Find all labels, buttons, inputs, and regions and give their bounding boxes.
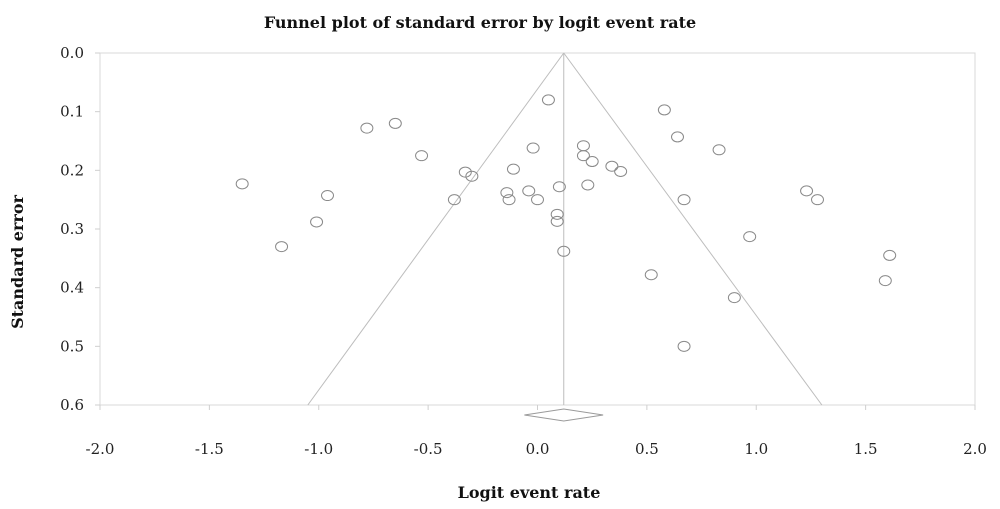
study-point: [235, 178, 249, 190]
study-point: [388, 117, 402, 129]
y-tick-labels: 0.0 0.1 0.2 0.3 0.4 0.5 0.6: [60, 44, 84, 414]
study-point: [677, 194, 691, 206]
y-tick-label: 0.4: [60, 279, 84, 297]
x-axis-label: Logit event rate: [458, 483, 601, 502]
study-point: [526, 142, 540, 154]
study-point: [811, 194, 824, 206]
y-tick-label: 0.1: [60, 103, 84, 121]
study-point: [465, 170, 479, 182]
x-tick-label: 2.0: [963, 440, 987, 458]
study-point: [677, 340, 691, 352]
y-tick-label: 0.5: [60, 337, 84, 355]
study-point: [275, 241, 289, 253]
funnel-right-limit: [563, 52, 823, 406]
study-point: [878, 275, 892, 287]
study-point: [800, 185, 814, 197]
study-point: [500, 187, 514, 199]
study-point: [506, 163, 520, 175]
study-point: [550, 208, 564, 220]
x-tick-label: -1.5: [195, 440, 224, 458]
study-point: [605, 160, 619, 172]
x-tick-label: 1.5: [854, 440, 878, 458]
y-tick-label: 0.3: [60, 220, 84, 238]
study-point: [614, 166, 628, 178]
y-axis-label: Standard error: [8, 195, 27, 329]
study-point: [541, 94, 555, 106]
study-point: [727, 292, 741, 304]
tick-marks: [95, 52, 976, 410]
y-tick-label: 0.6: [60, 396, 84, 414]
study-point: [883, 249, 897, 261]
pooled-diamond: [524, 408, 604, 422]
study-point: [671, 131, 684, 143]
study-point: [552, 181, 566, 193]
study-point: [557, 245, 571, 257]
pooled-diamond-shape: [524, 408, 604, 422]
study-point: [576, 140, 590, 152]
study-point: [531, 194, 544, 206]
study-point: [522, 185, 536, 197]
x-tick-label: -2.0: [86, 440, 115, 458]
funnel-lines: [307, 52, 823, 406]
study-point: [502, 194, 516, 206]
study-point: [458, 166, 472, 178]
study-point: [743, 231, 757, 243]
x-tick-label: -0.5: [414, 440, 443, 458]
study-point: [585, 156, 599, 168]
study-point: [657, 104, 671, 116]
study-points: [235, 94, 897, 352]
study-point: [550, 215, 564, 227]
y-tick-label: 0.0: [60, 44, 84, 62]
plot-area: [99, 52, 976, 406]
x-tick-label: 1.0: [744, 440, 768, 458]
x-tick-label: -1.0: [304, 440, 333, 458]
x-tick-label: 0.0: [526, 440, 550, 458]
study-point: [415, 150, 429, 162]
study-point: [576, 150, 590, 162]
study-point: [321, 190, 334, 202]
x-tick-labels: -2.0 -1.5 -1.0 -0.5 0.0 0.5 1.0 1.5 2.0: [86, 440, 987, 458]
funnel-left-limit: [307, 52, 565, 406]
study-point: [644, 269, 658, 281]
study-point: [447, 194, 461, 206]
study-point: [581, 179, 595, 191]
study-point: [712, 144, 726, 156]
x-tick-label: 0.5: [635, 440, 659, 458]
y-tick-label: 0.2: [60, 161, 84, 179]
chart-title: Funnel plot of standard error by logit e…: [264, 13, 696, 32]
study-point: [310, 216, 324, 228]
study-point: [360, 122, 374, 134]
